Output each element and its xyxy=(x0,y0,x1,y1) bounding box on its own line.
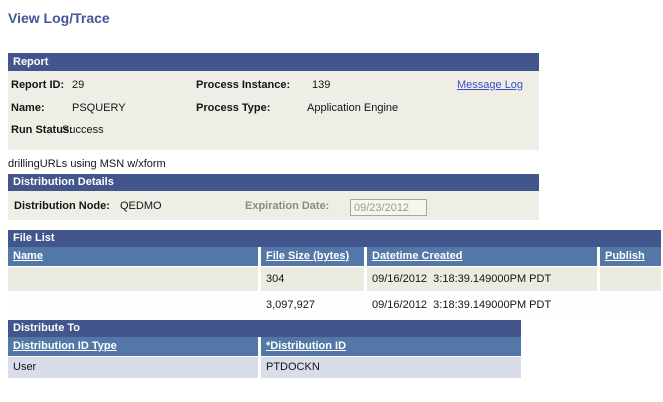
process-type-label: Process Type: xyxy=(196,102,271,114)
file-list-header: File List xyxy=(8,230,661,247)
distribute-to-header: Distribute To xyxy=(8,320,521,337)
distribution-node-value: QEDMO xyxy=(120,200,162,212)
file-list-col-datetime: Datetime Created xyxy=(367,247,597,266)
run-description: drillingURLs using MSN w/xform xyxy=(8,158,166,170)
file-list-col-publish-sort[interactable]: Publish xyxy=(605,250,645,262)
distribution-details-body xyxy=(8,191,539,220)
distribute-to-col-id: *Distribution ID xyxy=(261,337,521,356)
report-id-value: 29 xyxy=(72,79,85,91)
run-status-label: Run Status: xyxy=(11,124,73,136)
process-instance-value: 139 xyxy=(312,79,331,91)
datetime-cell: 09/16/2012 3:18:39.149000PM PDT xyxy=(367,267,597,291)
file-size-cell: 3,097,927 xyxy=(261,292,364,318)
table-row: Redirected Terminal Output xyxy=(8,267,258,291)
name-value: PSQUERY xyxy=(72,102,126,114)
distribution-details-header: Distribution Details xyxy=(8,174,539,191)
datetime-cell: 09/16/2012 3:18:39.149000PM PDT xyxy=(367,292,597,318)
report-id-label: Report ID: xyxy=(11,79,65,91)
process-instance-label: Process Instance: xyxy=(196,79,291,91)
report-section-body xyxy=(8,71,539,150)
file-list-col-name: Name xyxy=(8,247,258,266)
file-list-col-size: File Size (bytes) xyxy=(261,247,364,266)
distribution-node-label: Distribution Node: xyxy=(14,200,110,212)
name-label: Name: xyxy=(11,102,45,114)
file-list-col-size-sort[interactable]: File Size (bytes) xyxy=(266,250,350,262)
distribute-to-col-type: Distribution ID Type xyxy=(8,337,258,356)
expiration-date-label: Expiration Date: xyxy=(245,200,330,212)
file-list-col-datetime-sort[interactable]: Datetime Created xyxy=(372,250,463,262)
message-log-link[interactable]: Message Log xyxy=(457,79,524,91)
distribute-to-col-id-sort[interactable]: *Distribution ID xyxy=(266,340,347,352)
file-size-cell: 304 xyxy=(261,267,364,291)
publish-cell-empty xyxy=(600,267,661,291)
publish-cell: Publish xyxy=(600,292,661,318)
process-type-value: Application Engine xyxy=(307,102,399,114)
table-row: QE_XFORM_DRILLING_URLS_MSN-139.TXT xyxy=(8,292,258,318)
distribution-id-type-cell: User xyxy=(8,357,258,378)
report-section-header: Report xyxy=(8,53,539,71)
distribute-to-col-type-sort[interactable]: Distribution ID Type xyxy=(13,340,117,352)
run-status-value: Success xyxy=(62,124,104,136)
file-list-col-publish: Publish xyxy=(600,247,661,266)
distribution-id-cell: PTDOCKN xyxy=(261,357,521,378)
page-title: View Log/Trace xyxy=(8,10,110,26)
file-list-col-name-sort[interactable]: Name xyxy=(13,250,43,262)
expiration-date-input xyxy=(350,199,427,216)
